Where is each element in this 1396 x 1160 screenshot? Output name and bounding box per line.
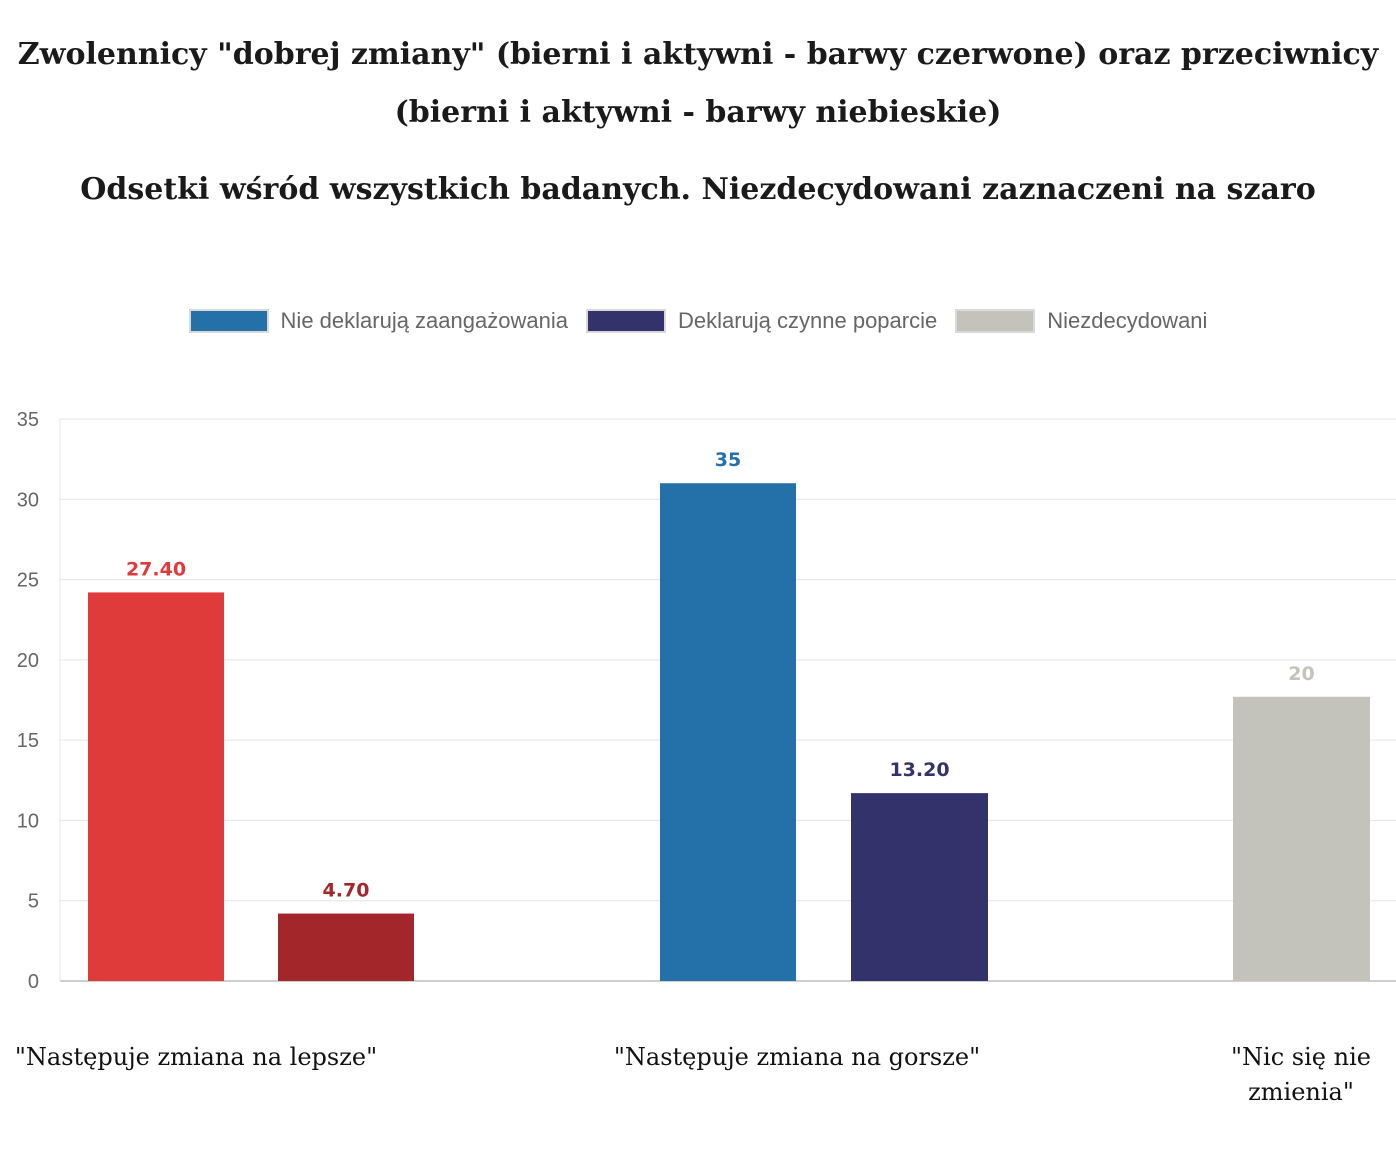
y-tick-label: 25 [17,570,39,592]
data-label: 4.70 [323,880,370,902]
y-tick-label: 20 [17,650,39,672]
legend-swatch [585,309,666,333]
legend-label: Nie deklarują zaangażowania [280,308,568,333]
chart-subtitle: Odsetki wśród wszystkich badanych. Niezd… [80,172,1316,207]
bar [1233,696,1370,981]
legend-item[interactable]: Deklarują czynne poparcie [585,308,938,334]
legend-label: Deklarują czynne poparcie [677,308,938,333]
legend-label: Niezdecydowani [1047,308,1208,333]
bar [278,913,414,981]
legend-swatch [955,309,1036,333]
y-tick-label: 15 [17,730,39,752]
x-category-label: "Następuje zmiana na lepsze" [15,1043,377,1071]
y-tick-label: 10 [17,810,39,832]
data-label: 13.20 [889,759,949,781]
bar [88,592,224,981]
y-tick-label: 30 [17,489,39,511]
chart-title-line: Zwolennicy "dobrej zmiany" (bierni i akt… [17,37,1379,72]
legend-item[interactable]: Nie deklarują zaangażowania [188,308,568,334]
data-label: 20 [1288,663,1314,685]
x-category-label: zmienia" [1248,1078,1354,1106]
legend-swatch [188,309,269,333]
data-label: 35 [715,449,741,471]
data-label: 27.40 [126,558,186,580]
chart-legend: Nie deklarują zaangażowania Deklarują cz… [0,308,1396,334]
y-tick-label: 5 [28,891,39,913]
x-category-label: "Następuje zmiana na gorsze" [614,1043,980,1071]
y-tick-label: 35 [17,409,39,431]
chart-title: Zwolennicy "dobrej zmiany" (bierni i akt… [0,26,1396,142]
x-category-label: "Nic się nie [1231,1043,1371,1071]
legend-item[interactable]: Niezdecydowani [955,308,1207,334]
bar [851,793,988,981]
chart-title-line: (bierni i aktywni - barwy niebieskie) [394,95,1002,130]
bar [660,483,796,981]
y-tick-label: 0 [28,971,39,993]
